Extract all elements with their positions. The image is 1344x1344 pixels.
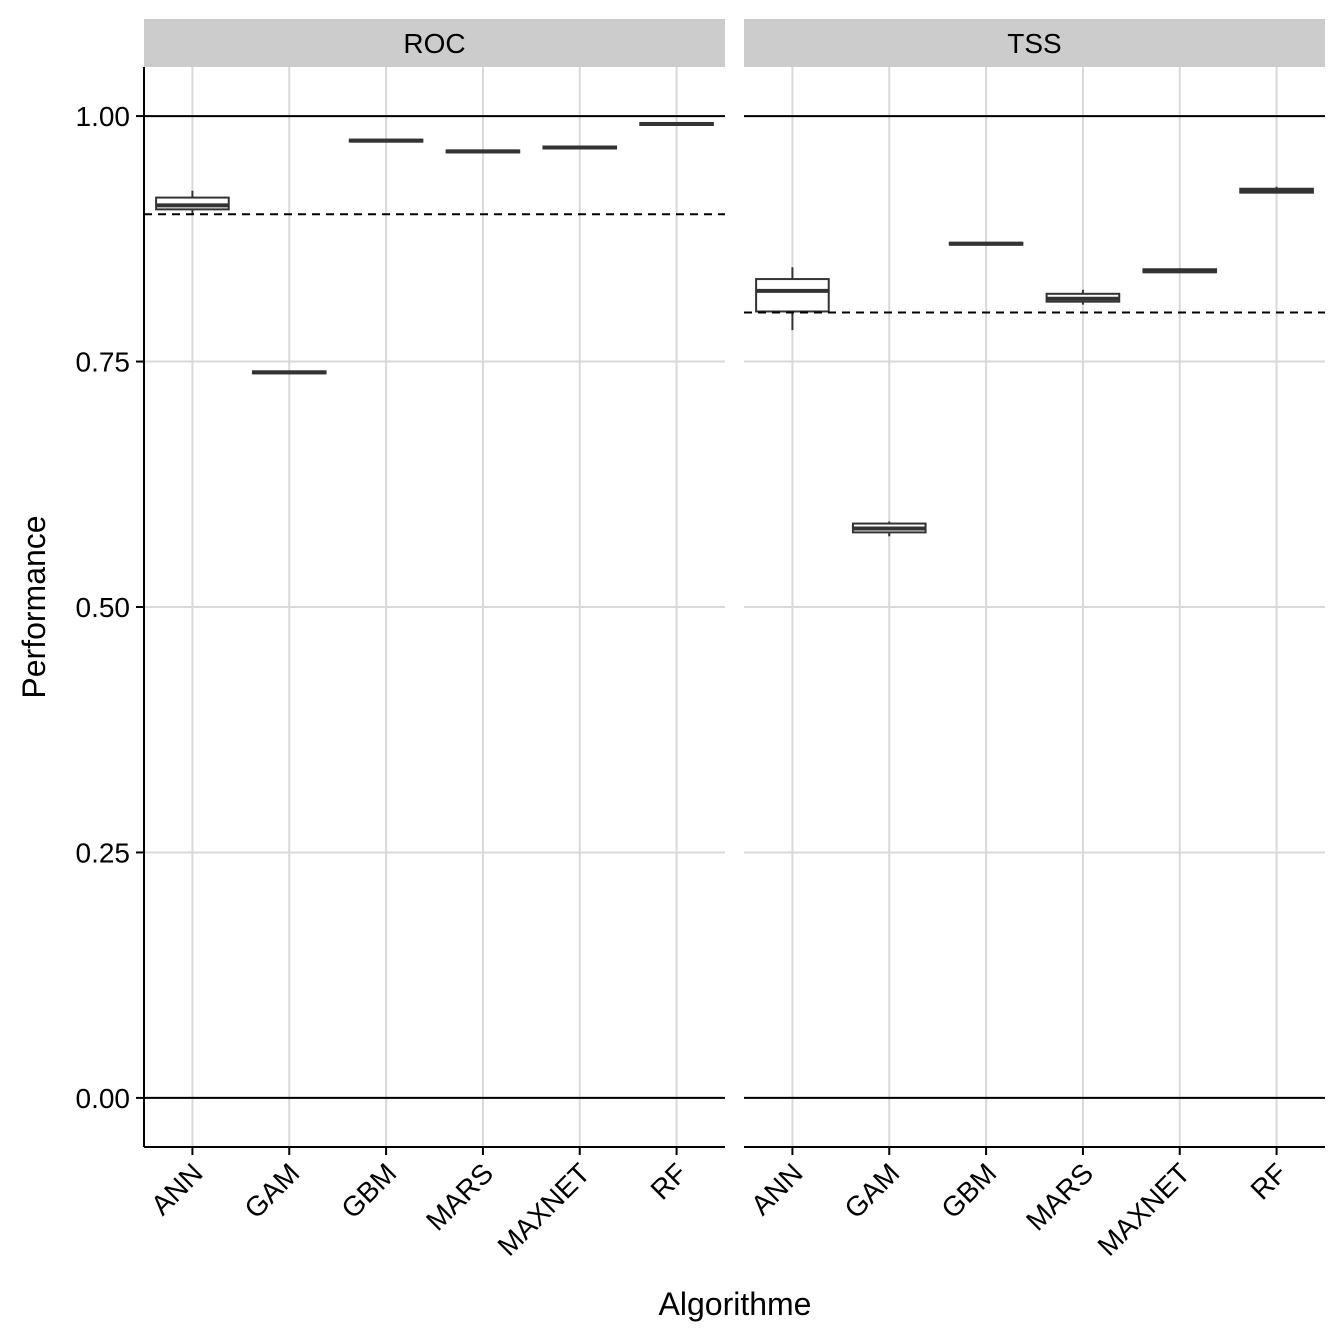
box-rf [639, 121, 714, 126]
x-tick-label: MAXNET [1092, 1157, 1196, 1261]
box-ann [155, 190, 230, 215]
box-iqr [755, 278, 830, 313]
box-ann [755, 267, 830, 331]
x-tick-label: RF [645, 1157, 693, 1205]
x-tick-label: RF [1245, 1157, 1293, 1205]
box-maxnet [1142, 268, 1218, 274]
box-maxnet [542, 145, 618, 150]
x-tick-label: GAM [838, 1157, 905, 1224]
y-axis-label: Performance [16, 515, 52, 698]
y-tick-label: 0.25 [76, 837, 131, 868]
box-mars [1045, 289, 1121, 305]
x-axis-label: Algorithme [659, 1286, 812, 1322]
facet-strip-label: TSS [1007, 28, 1061, 59]
y-tick-label: 0.00 [76, 1083, 131, 1114]
x-tick-label: MAXNET [492, 1157, 596, 1261]
facet-strip [744, 19, 1325, 67]
y-axis: 0.00 0.25 0.50 0.75 1.00 [76, 67, 145, 1147]
y-tick-label: 0.50 [76, 592, 131, 623]
box-gam [851, 521, 927, 537]
box-gbm [948, 241, 1024, 246]
box-mars [445, 149, 521, 154]
facet-strip-label: ROC [403, 28, 465, 59]
y-tick-label: 1.00 [76, 101, 131, 132]
x-tick-label: ANN [145, 1157, 209, 1221]
y-tick-label: 0.75 [76, 347, 131, 378]
x-tick-label: MARS [1020, 1157, 1099, 1236]
box-rf [1239, 186, 1314, 194]
x-tick-label: GBM [335, 1157, 402, 1224]
box-gbm [348, 138, 424, 143]
x-tick-label: MARS [420, 1157, 499, 1236]
x-tick-label: GBM [935, 1157, 1002, 1224]
facet-strip [144, 19, 725, 67]
x-tick-label: GAM [238, 1157, 305, 1224]
box-gam [251, 370, 327, 375]
x-tick-label: ANN [745, 1157, 809, 1221]
